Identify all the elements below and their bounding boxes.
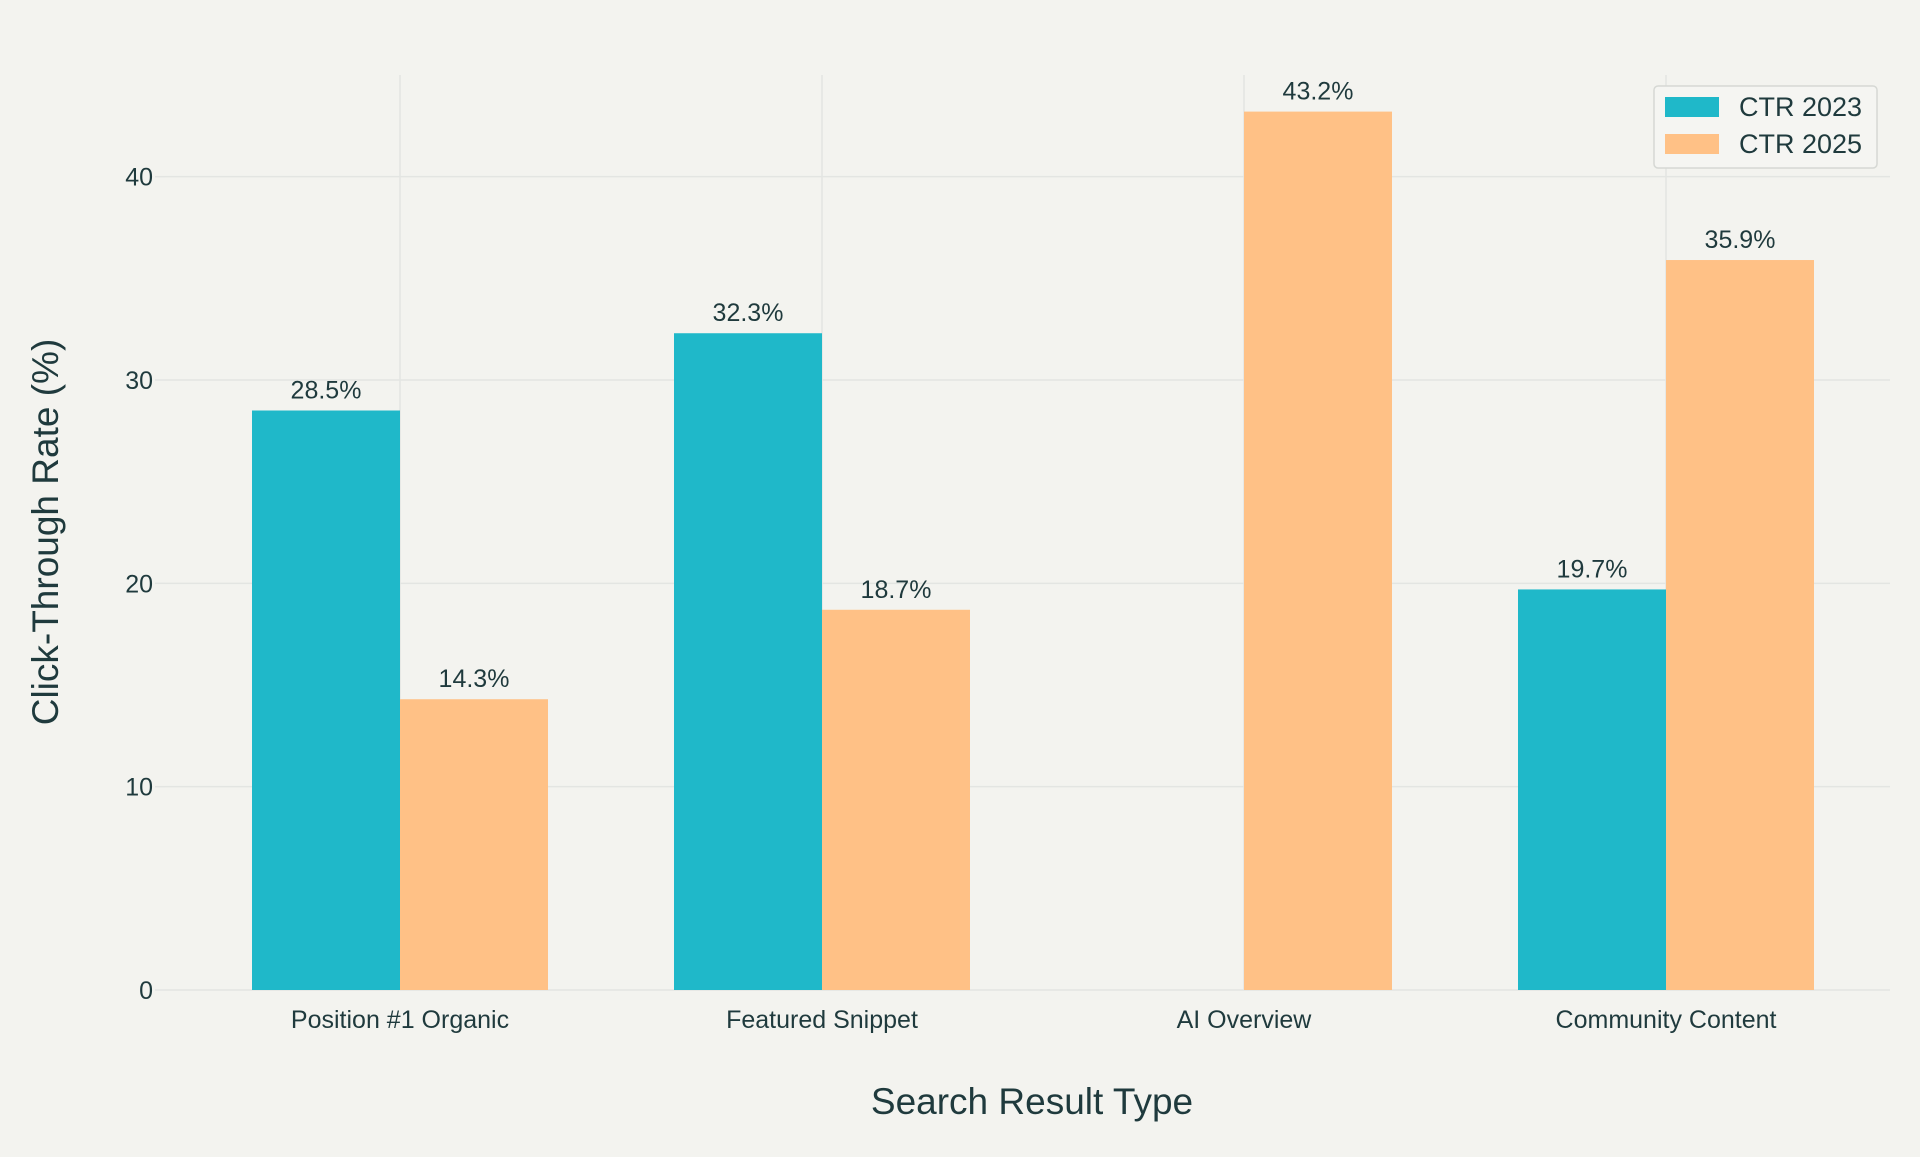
- y-tick-label: 40: [125, 164, 153, 192]
- legend: CTR 2023 CTR 2025: [1653, 85, 1878, 169]
- y-axis-title: Click-Through Rate (%): [25, 339, 66, 726]
- x-tick-label: Position #1 Organic: [291, 1006, 509, 1034]
- data-label: 28.5%: [291, 377, 362, 405]
- x-axis-title: Search Result Type: [871, 1081, 1193, 1122]
- bar-ctr-2023: [1518, 589, 1666, 990]
- data-label: 18.7%: [861, 576, 932, 604]
- y-tick-label: 0: [139, 977, 153, 1005]
- bar-ctr-2025: [1666, 260, 1814, 990]
- data-label: 32.3%: [713, 299, 784, 327]
- bar-ctr-2023: [252, 410, 400, 990]
- bars: [252, 111, 1814, 991]
- legend-swatch-ctr-2023: [1665, 97, 1719, 117]
- x-tick-label: Featured Snippet: [726, 1006, 918, 1034]
- data-label: 35.9%: [1705, 226, 1776, 254]
- data-label: 14.3%: [439, 665, 510, 693]
- data-label: 19.7%: [1557, 555, 1628, 583]
- y-tick-label: 10: [125, 774, 153, 802]
- x-tick-label: AI Overview: [1177, 1006, 1313, 1034]
- legend-label-ctr-2025: CTR 2025: [1739, 129, 1862, 159]
- bar-ctr-2025: [400, 699, 548, 990]
- bar-ctr-2025: [822, 609, 970, 990]
- y-tick-label: 30: [125, 367, 153, 395]
- data-labels: 28.5% 32.3% 19.7% 14.3% 18.7% 43.2% 35.9%: [291, 78, 1776, 694]
- x-axis-ticks: Position #1 Organic Featured Snippet AI Ov…: [291, 1006, 1777, 1034]
- bar-ctr-2025: [1244, 111, 1392, 991]
- bar-ctr-2023: [674, 333, 822, 990]
- y-tick-label: 20: [125, 570, 153, 598]
- y-axis-ticks: 0 10 20 30 40: [125, 164, 165, 1005]
- legend-swatch-ctr-2025: [1665, 134, 1719, 154]
- data-label: 43.2%: [1283, 78, 1354, 106]
- legend-label-ctr-2023: CTR 2023: [1739, 92, 1862, 122]
- x-tick-label: Community Content: [1556, 1006, 1777, 1034]
